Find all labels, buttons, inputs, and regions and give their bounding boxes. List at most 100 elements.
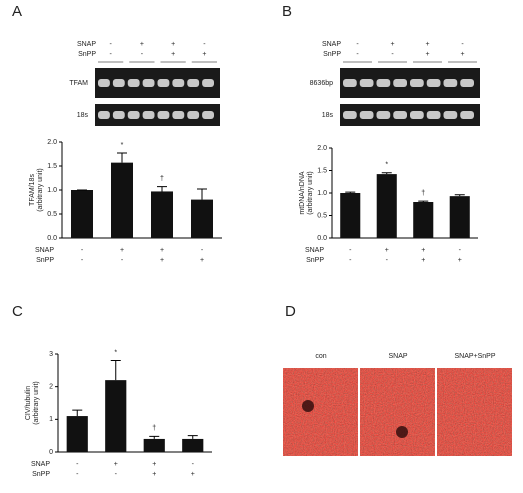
y-axis-label: (arbitrary unit) xyxy=(37,168,44,212)
y-tick-label: 2.0 xyxy=(317,145,327,152)
significance-mark: † xyxy=(160,175,164,182)
bar xyxy=(66,416,88,452)
gel-band xyxy=(460,79,474,87)
treatment-sign: + xyxy=(191,471,195,478)
bar xyxy=(182,438,204,452)
treatment-name: SNAP xyxy=(31,461,50,468)
band-label: 8636bp xyxy=(310,80,333,87)
treatment-name: SnPP xyxy=(32,471,50,478)
gel-band xyxy=(172,79,185,87)
gel-band xyxy=(426,79,441,87)
y-axis-label: (arbitrary unit) xyxy=(307,171,314,215)
error-bar xyxy=(454,194,465,197)
band-label: TFAM xyxy=(69,80,88,87)
treatment-sign: - xyxy=(76,471,79,478)
error-bar xyxy=(72,409,83,417)
significance-mark: * xyxy=(385,162,388,169)
treatment-sign: + xyxy=(421,257,425,264)
gel-band xyxy=(443,111,458,119)
y-tick-label: 0.0 xyxy=(47,235,57,242)
treatment-sign: - xyxy=(356,41,359,48)
gel-band xyxy=(393,79,407,87)
panel-label: C xyxy=(12,303,23,320)
y-tick-label: 1 xyxy=(49,416,53,423)
y-tick-label: 0.5 xyxy=(317,212,327,219)
treatment-name: SNAP xyxy=(35,247,54,254)
y-tick-label: 1.5 xyxy=(47,163,57,170)
image-label: SNAP+SnPP xyxy=(454,353,495,360)
bar xyxy=(376,174,397,238)
gel-band xyxy=(359,111,374,119)
treatment-name: SNAP xyxy=(322,41,341,48)
treatment-sign: + xyxy=(425,41,429,48)
significance-mark: * xyxy=(114,349,117,356)
gel-band xyxy=(187,111,200,119)
treatment-sign: + xyxy=(140,41,144,48)
band-label: 18s xyxy=(77,112,89,119)
panel-label: A xyxy=(12,3,22,20)
significance-mark: † xyxy=(421,190,425,197)
gel-band xyxy=(142,79,155,87)
error-bar xyxy=(117,152,127,163)
gel-band xyxy=(443,79,458,87)
bar xyxy=(340,193,361,238)
gel-band xyxy=(393,111,407,119)
gel-band xyxy=(426,111,441,119)
error-bar xyxy=(110,360,121,381)
y-tick-label: 1.0 xyxy=(47,187,57,194)
bar xyxy=(143,438,165,452)
treatment-sign: - xyxy=(349,247,352,254)
micrograph xyxy=(283,368,358,456)
gel-band xyxy=(460,111,474,119)
treatment-sign: - xyxy=(121,257,124,264)
gel-band xyxy=(343,79,357,87)
band-label: 18s xyxy=(322,112,334,119)
cell-feature xyxy=(302,400,314,412)
gel-band xyxy=(359,79,374,87)
gel-band xyxy=(142,111,155,119)
treatment-sign: - xyxy=(391,51,394,58)
bar xyxy=(71,190,93,238)
error-bar xyxy=(197,188,207,200)
treatment-sign: - xyxy=(203,41,206,48)
y-tick-label: 0 xyxy=(49,449,53,456)
treatment-sign: - xyxy=(356,51,359,58)
error-bar xyxy=(381,172,392,175)
error-bar xyxy=(187,435,198,439)
panel-label: D xyxy=(285,303,296,320)
gel-band xyxy=(187,79,200,87)
treatment-sign: + xyxy=(171,51,175,58)
treatment-sign: - xyxy=(192,461,195,468)
gel-band xyxy=(410,79,424,87)
y-tick-label: 3 xyxy=(49,351,53,358)
treatment-sign: + xyxy=(152,471,156,478)
bar xyxy=(111,162,133,238)
gel-band xyxy=(202,79,214,87)
bar xyxy=(105,380,127,452)
y-tick-label: 0.0 xyxy=(317,235,327,242)
treatment-name: SnPP xyxy=(306,257,324,264)
treatment-name: SNAP xyxy=(77,41,96,48)
treatment-sign: - xyxy=(115,471,118,478)
y-tick-label: 2 xyxy=(49,384,53,391)
gel-band xyxy=(172,111,185,119)
gel-band xyxy=(410,111,424,119)
treatment-sign: - xyxy=(201,247,204,254)
treatment-sign: + xyxy=(458,257,462,264)
gel-band xyxy=(127,79,140,87)
bar xyxy=(191,199,213,238)
y-axis-label: mtDNA/nDNA xyxy=(299,171,306,215)
image-label: SNAP xyxy=(388,353,407,360)
gel-band xyxy=(98,79,110,87)
treatment-sign: + xyxy=(460,51,464,58)
treatment-sign: + xyxy=(385,247,389,254)
y-tick-label: 1.5 xyxy=(317,167,327,174)
gel-band xyxy=(376,111,391,119)
treatment-sign: + xyxy=(425,51,429,58)
y-axis-label: CIV/tubulin xyxy=(25,386,32,420)
treatment-sign: + xyxy=(202,51,206,58)
treatment-name: SNAP xyxy=(305,247,324,254)
error-bar xyxy=(157,186,167,192)
error-bar xyxy=(418,200,429,202)
